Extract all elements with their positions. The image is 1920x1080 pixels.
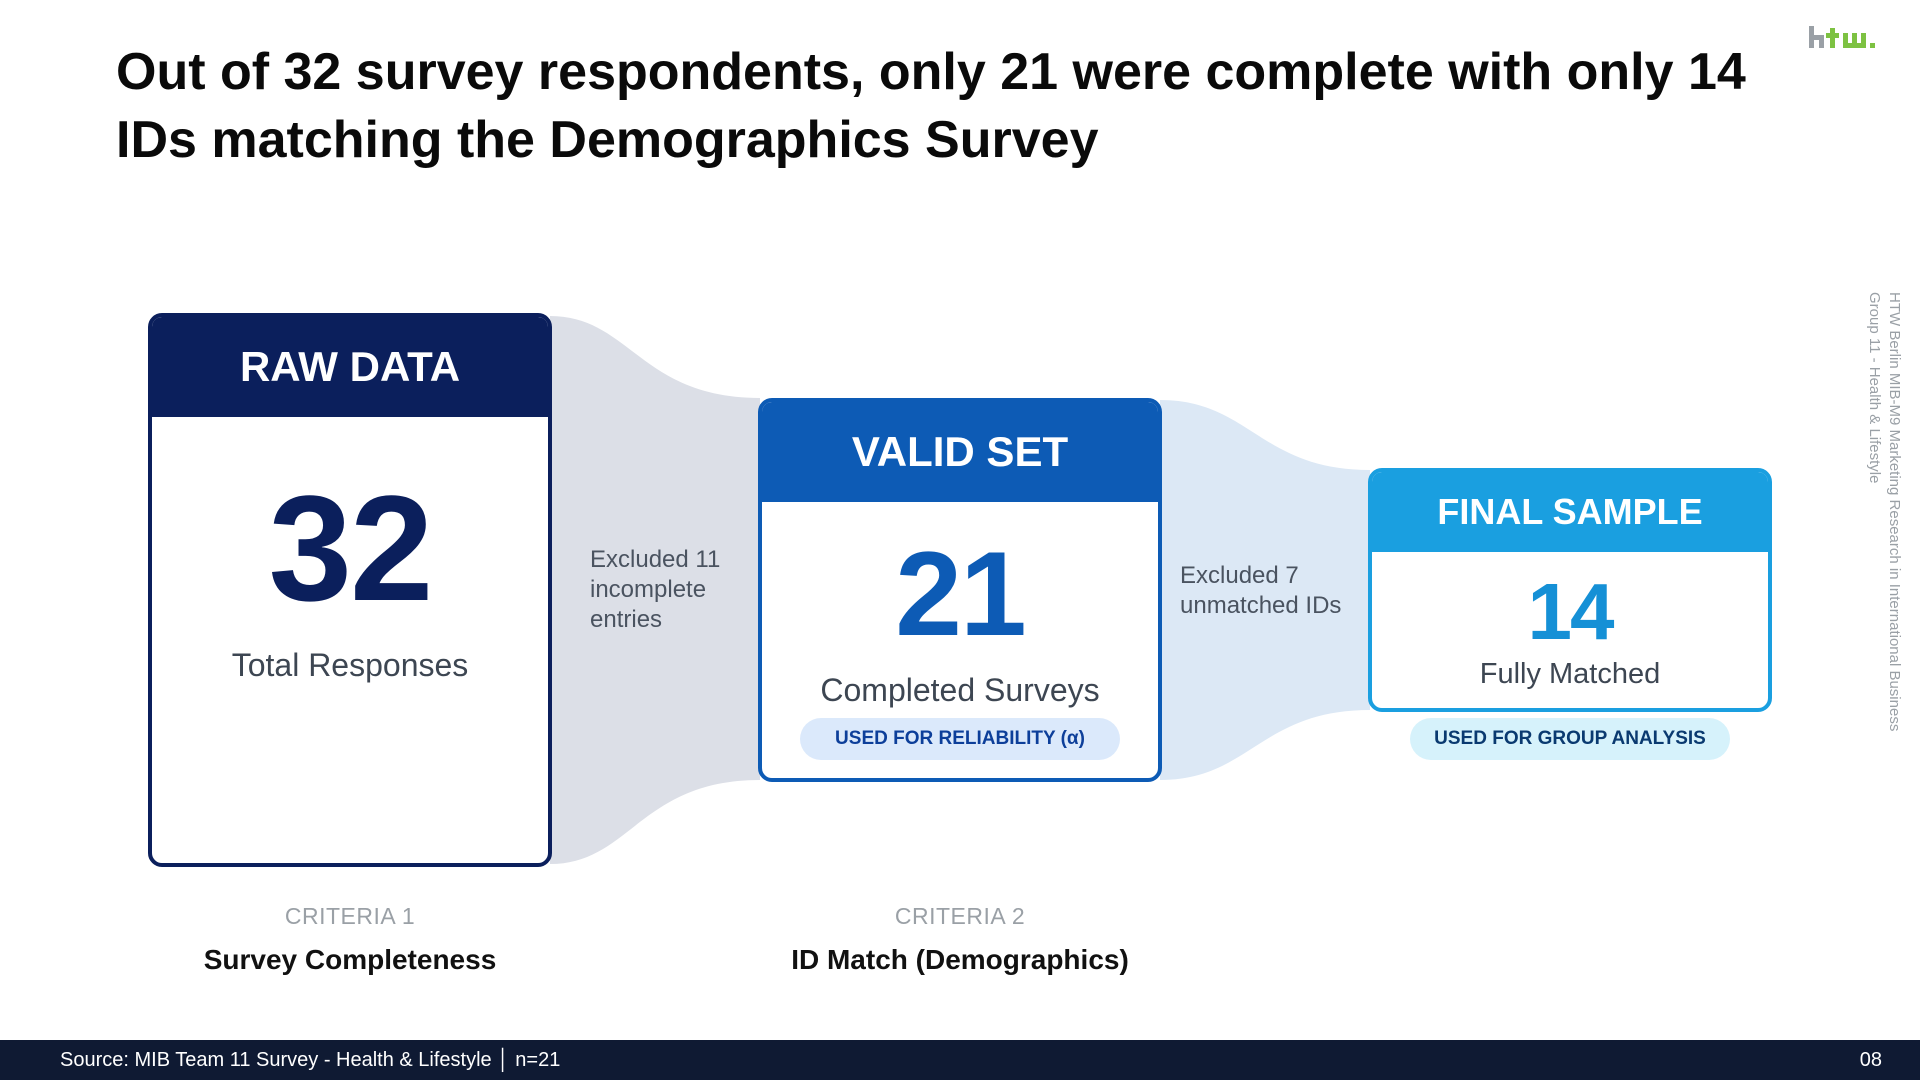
footer-source: Source: MIB Team 11 Survey - Health & Li… — [60, 1048, 561, 1071]
valid-set-count: 21 — [895, 527, 1026, 661]
htw-logo — [1807, 22, 1891, 52]
final-sample-header: FINAL SAMPLE — [1372, 472, 1768, 552]
exclusion-note-incomplete: Excluded 11 incomplete entries — [590, 546, 721, 633]
raw-data-card: RAW DATA 32 Total Responses — [148, 313, 552, 867]
final-sample-card: FINAL SAMPLE 14 Fully Matched — [1368, 468, 1772, 712]
exclusion-note-unmatched: Excluded 7 unmatched IDs — [1180, 562, 1342, 619]
htw-logo-mark — [1809, 26, 1875, 48]
final-sample-count: 14 — [1527, 567, 1615, 656]
page-number: 08 — [1859, 1048, 1882, 1071]
raw-data-header: RAW DATA — [152, 317, 548, 417]
criteria-1-label: CRITERIA 1 — [284, 903, 416, 929]
footer-bar: Source: MIB Team 11 Survey - Health & Li… — [0, 1040, 1920, 1080]
criteria-2: CRITERIA 2 ID Match (Demographics) — [710, 903, 1210, 976]
valid-set-header: VALID SET — [762, 402, 1158, 502]
criteria-2-name: ID Match (Demographics) — [791, 944, 1129, 975]
reliability-tag: USED FOR RELIABILITY (α) — [800, 718, 1120, 760]
group-analysis-tag: USED FOR GROUP ANALYSIS — [1410, 718, 1730, 760]
final-sample-label: Fully Matched — [1479, 658, 1661, 690]
flow-raw-to-valid — [550, 316, 760, 864]
flow-valid-to-final — [1160, 400, 1370, 780]
slide-title: Out of 32 survey respondents, only 21 we… — [116, 43, 1746, 169]
raw-data-label: Total Responses — [231, 647, 469, 683]
criteria-2-label: CRITERIA 2 — [894, 903, 1026, 929]
valid-set-label: Completed Surveys — [820, 672, 1100, 708]
raw-data-count: 32 — [268, 464, 434, 632]
criteria-1-name: Survey Completeness — [203, 944, 497, 975]
criteria-1: CRITERIA 1 Survey Completeness — [100, 903, 600, 976]
